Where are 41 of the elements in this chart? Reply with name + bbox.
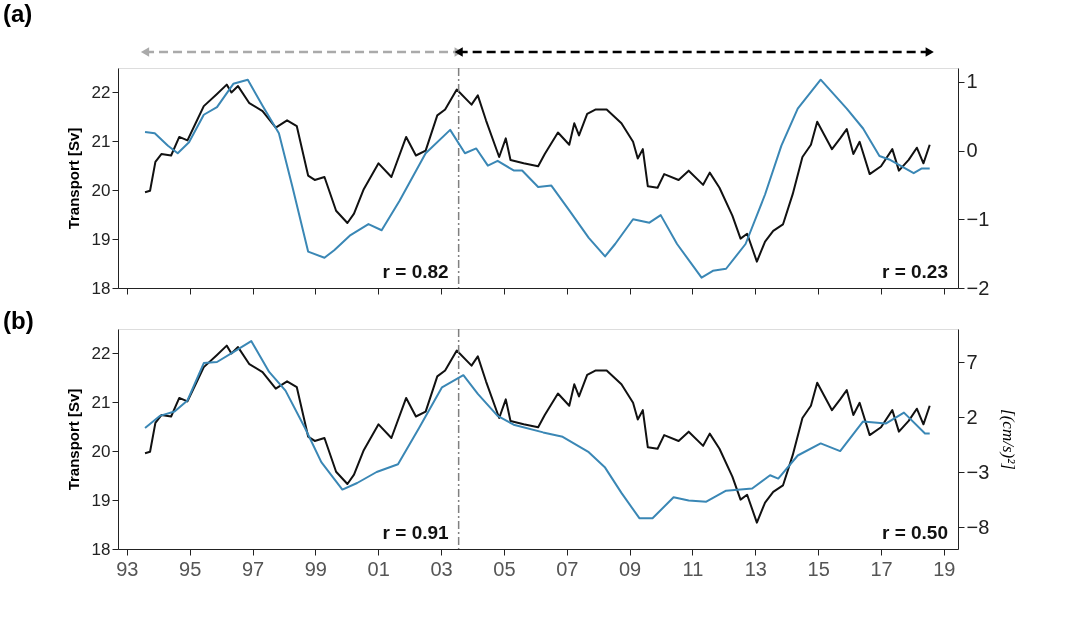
- y-axis-title: Transport [Sv]: [64, 388, 82, 491]
- y2-axis-title: [(cm/s)²]: [999, 409, 1019, 470]
- x-tick-label: 05: [493, 557, 516, 580]
- chart-title: (a): [3, 0, 33, 28]
- y2-tick-label: −8: [966, 515, 990, 538]
- x-tick-label: 09: [618, 557, 642, 580]
- y-tick-label: 19: [91, 229, 111, 249]
- y-tick-label: 20: [91, 441, 111, 461]
- annotation: r = 0.23: [881, 261, 948, 282]
- y-tick-label: 19: [91, 490, 111, 510]
- x-tick-label: 01: [367, 557, 390, 580]
- chart-title: (b): [3, 307, 34, 335]
- y2-tick-label: −2: [966, 276, 990, 299]
- x-tick-label: 19: [933, 557, 956, 580]
- y2-tick-label: −1: [966, 207, 990, 230]
- y-tick-label: 22: [91, 82, 111, 102]
- y-axis-title: Transport [Sv]: [64, 127, 82, 230]
- x-tick-label: 07: [556, 557, 579, 580]
- annotation: r = 0.82: [382, 261, 449, 282]
- x-tick-label: 11: [682, 557, 704, 580]
- y2-tick-label: 1: [966, 70, 978, 93]
- y2-tick-label: −3: [966, 460, 990, 483]
- annotation: r = 0.91: [382, 522, 450, 543]
- y2-tick-label: 7: [966, 350, 978, 373]
- y-tick-label: 21: [91, 131, 111, 151]
- x-tick-label: 17: [870, 557, 893, 580]
- y2-tick-label: 2: [966, 405, 978, 428]
- x-tick-label: 93: [116, 557, 139, 580]
- y-tick-label: 22: [91, 343, 111, 363]
- y-tick-label: 20: [91, 180, 111, 200]
- x-tick-label: 13: [744, 557, 767, 580]
- y-tick-label: 18: [91, 539, 111, 559]
- x-tick-label: 03: [430, 557, 453, 580]
- y2-tick-label: 0: [966, 139, 978, 161]
- annotation: r = 0.50: [881, 522, 948, 543]
- x-tick-label: 95: [179, 557, 202, 580]
- x-tick-label: 97: [241, 557, 265, 580]
- y-tick-label: 21: [91, 392, 111, 412]
- x-tick-label: 99: [304, 557, 327, 580]
- x-tick-label: 15: [807, 557, 830, 580]
- y-tick-label: 18: [91, 278, 111, 298]
